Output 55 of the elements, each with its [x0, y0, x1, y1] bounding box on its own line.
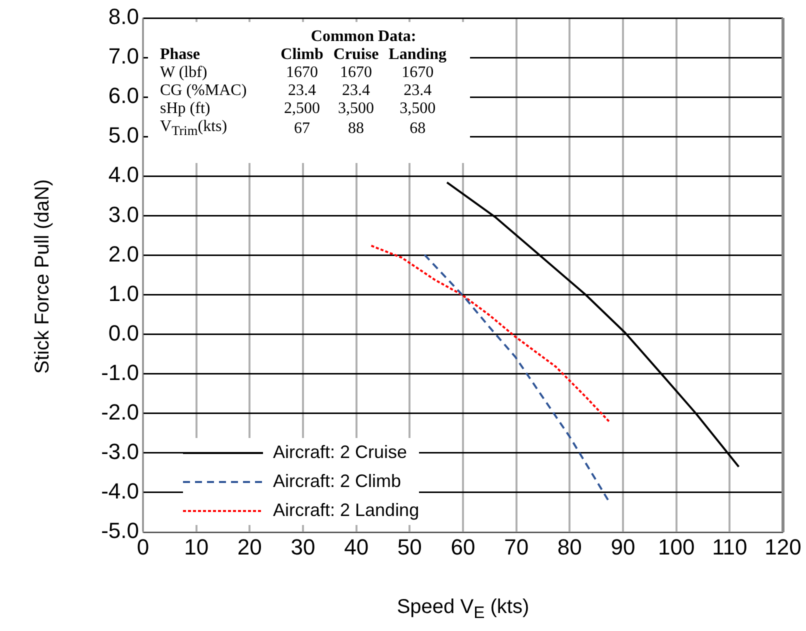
annotation: 1670 — [400, 64, 435, 82]
y-tick-label: 0.0 — [108, 320, 139, 346]
y-tick-label: 7.0 — [108, 44, 139, 69]
annotation: V$_{Trim}$(kts) — [160, 118, 228, 140]
annotation: Phase — [160, 46, 201, 64]
legend-label: Aircraft: 2 Climb — [272, 470, 402, 493]
x-tick-label: 70 — [504, 534, 529, 560]
y-tick-label: 6.0 — [108, 83, 139, 108]
y-tick-label: -3.0 — [101, 438, 139, 464]
x-tick-label: 90 — [610, 534, 636, 560]
x-tick-label: 10 — [184, 534, 209, 560]
y-tick-label: 4.0 — [108, 162, 139, 188]
annotation: 23.4 — [287, 82, 317, 100]
x-tick-label: 20 — [237, 534, 262, 560]
annotation: CG (%MAC) — [160, 82, 248, 100]
y-tick-label: -5.0 — [101, 518, 139, 544]
annotation: 1670 — [285, 64, 319, 82]
annotation: 68 — [408, 118, 427, 139]
annotation: W (lbf) — [160, 64, 208, 82]
annotation: Landing — [388, 46, 448, 64]
annotation: 23.4 — [341, 82, 371, 100]
x-tick-label: 80 — [557, 534, 582, 560]
legend-label: Aircraft: 2 Cruise — [272, 441, 408, 464]
annotation: 23.4 — [402, 82, 433, 100]
line-series — [424, 254, 610, 501]
line-series — [370, 244, 611, 424]
y-tick-label: 8.0 — [108, 4, 139, 30]
annotation: Common Data: — [310, 28, 418, 46]
x-tick-label: 110 — [712, 534, 748, 560]
y-tick-label: -4.0 — [101, 478, 139, 504]
y-axis-title: Stick Force Pull (daN) — [32, 178, 54, 376]
y-tick-label: 3.0 — [108, 202, 139, 227]
x-tick-label: 0 — [136, 534, 150, 560]
annotation: 3,500 — [398, 100, 437, 118]
annotation: 88 — [347, 118, 365, 139]
legend-label: Aircraft: 2 Landing — [272, 499, 420, 522]
annotation: Cruise — [333, 46, 380, 64]
annotation: 2,500 — [283, 100, 321, 118]
x-tick-label: 100 — [658, 534, 695, 560]
x-axis-title: Speed V$_{E}$ (kts) — [396, 596, 530, 623]
x-tick-label: 40 — [344, 534, 369, 560]
y-tick-label: 1.0 — [108, 280, 139, 306]
annotation: 3,500 — [337, 100, 375, 118]
y-tick-label: 2.0 — [108, 241, 139, 266]
annotation: sHp (ft) — [160, 100, 212, 118]
annotation: Climb — [280, 46, 324, 64]
x-tick-label: 50 — [397, 534, 422, 560]
annotation: 1670 — [339, 64, 373, 82]
annotation: 67 — [293, 118, 311, 139]
x-tick-label: 120 — [764, 534, 802, 560]
y-tick-label: -1.0 — [101, 360, 139, 385]
x-tick-label: 60 — [450, 534, 476, 560]
x-tick-label: 30 — [290, 534, 316, 560]
y-tick-label: 5.0 — [108, 122, 139, 148]
y-tick-label: -2.0 — [101, 399, 139, 424]
